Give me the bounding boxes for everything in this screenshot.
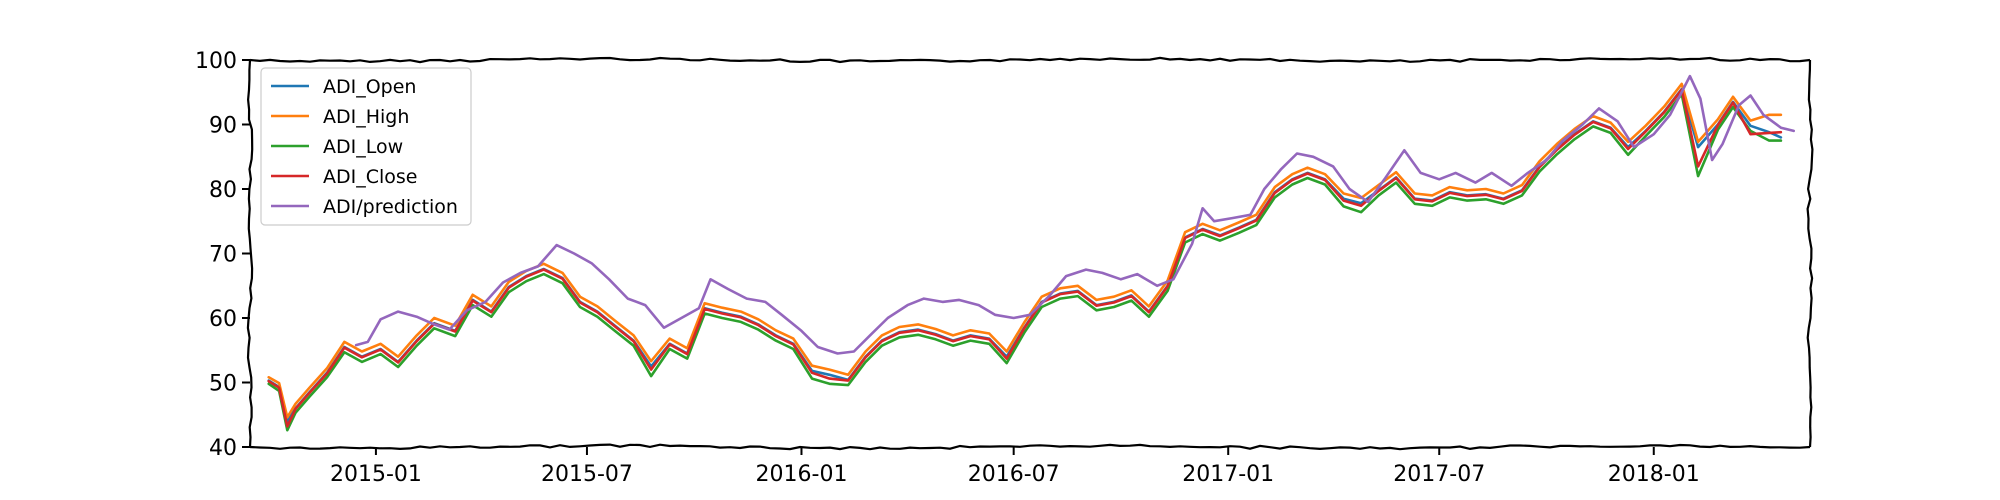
legend-box <box>260 67 472 226</box>
legend-label-adi-high: ADI_High <box>323 106 409 128</box>
series-line-adi-prediction <box>354 74 1795 355</box>
legend-label-adi-prediction: ADI/prediction <box>323 196 458 218</box>
series-line-adi-open <box>267 87 1783 423</box>
legend-label-adi-close: ADI_Close <box>323 166 418 188</box>
legend-label-adi-open: ADI_Open <box>323 76 416 98</box>
legend-label-adi-low: ADI_Low <box>323 136 403 158</box>
legend: ADI_Open ADI_High ADI_Low ADI_Close ADI/pred… <box>260 67 472 226</box>
series-line-adi-close <box>267 88 1783 428</box>
x-tick-label: 2017-07 <box>1393 462 1485 487</box>
y-tick-label: 40 <box>209 436 237 461</box>
plot-frame <box>246 56 1814 451</box>
x-tick-label: 2018-01 <box>1608 462 1700 487</box>
frame-top <box>249 56 1811 64</box>
x-tick-label: 2017-01 <box>1182 462 1274 487</box>
y-tick-label: 70 <box>209 243 237 268</box>
y-tick-label: 50 <box>209 372 237 397</box>
y-tick-label: 80 <box>209 178 237 203</box>
series-line-adi-low <box>267 92 1783 432</box>
x-tick-label: 2015-01 <box>330 462 422 487</box>
x-tick-label: 2016-07 <box>968 462 1060 487</box>
x-tick-label: 2016-01 <box>756 462 848 487</box>
frame-left <box>246 59 254 448</box>
x-tick-label: 2015-07 <box>541 462 633 487</box>
y-tick-label: 90 <box>209 114 237 139</box>
series-line-adi-high <box>267 82 1783 419</box>
y-tick-label: 60 <box>209 307 237 332</box>
y-tick-label: 100 <box>195 49 237 74</box>
frame-right <box>1806 59 1814 448</box>
frame-bottom <box>249 443 1811 451</box>
axis-ticks: 40 50 60 70 80 90 100 2015-01 2015-07 2016-01 2016… <box>195 49 1700 487</box>
series-layer <box>267 74 1795 432</box>
